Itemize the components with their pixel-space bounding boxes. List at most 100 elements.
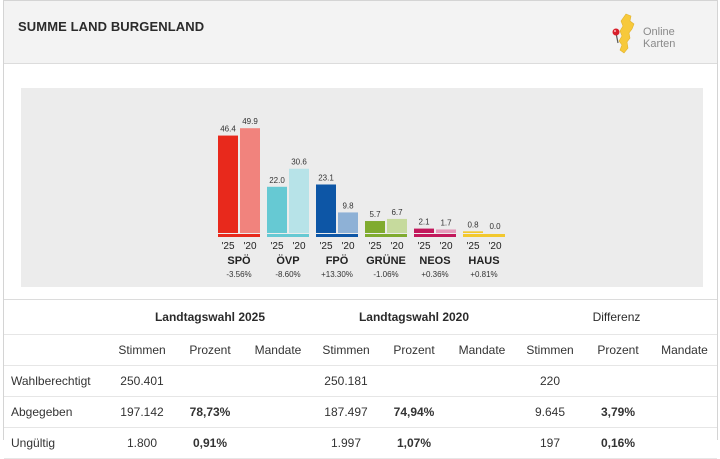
party-label: SPÖ [227,254,251,267]
table-cell: 0,91% [176,427,244,459]
year-label: '20 [243,241,256,252]
bar-2025[interactable] [414,228,434,233]
table-cell [380,365,448,397]
bar-value-label: 46.4 [220,125,236,134]
year-label: '25 [319,241,332,252]
bar-value-label: 1.7 [440,218,452,227]
table-cell [584,365,652,397]
table-cell: 1.997 [312,427,380,459]
col-header: Stimmen [312,334,380,366]
table-cell: 1.800 [108,427,176,459]
table-cell [652,365,717,397]
table-cell: 3,79% [584,396,652,428]
bar-value-label: 0.0 [489,222,501,231]
col-header: Stimmen [108,334,176,366]
table-cell [176,365,244,397]
table-cell: 220 [516,365,584,397]
table-cell: 9.645 [516,396,584,428]
col-header: Mandate [652,334,717,366]
bar-chart: 46.4 '25 49.9 '20 SPÖ -3.56% 22.0 '25 30.6 '20 ÖVP… [218,117,505,279]
party-label: FPÖ [326,254,349,267]
difference-label: -1.06% [373,270,398,279]
party-label: HAUS [468,255,499,267]
difference-label: -3.56% [226,270,251,279]
bar-value-label: 5.7 [369,210,381,219]
row-label: Ungültig [4,427,108,459]
online-karten-link[interactable]: Online Karten [610,13,700,57]
table-row: Ungültig 1.800 0,91% 1.997 1,07% 197 0,16% [4,427,717,459]
baseline-strip [365,234,407,237]
year-label: '20 [488,241,501,252]
bar-value-label: 9.8 [342,201,354,210]
bar-2020[interactable] [289,168,309,233]
panel-header: SUMME LAND BURGENLAND Online Karten [4,1,717,64]
year-label: '20 [292,241,305,252]
difference-label: +0.81% [470,270,497,279]
bar-2020[interactable] [240,128,260,233]
difference-label: -8.60% [275,270,300,279]
bar-value-label: 49.9 [242,117,258,126]
table-cell: 197.142 [108,396,176,428]
baseline-strip [414,234,456,237]
year-label: '20 [390,241,403,252]
logo-text: Online Karten [643,26,675,50]
difference-label: +0.36% [421,270,448,279]
difference-label: +13.30% [321,270,353,279]
logo-line-karten: Karten [643,38,676,50]
year-label: '25 [221,241,234,252]
table-cell: 197 [516,427,584,459]
bar-2025[interactable] [463,231,483,233]
group-header-2020: Landtagswahl 2020 [312,300,516,335]
table-row: Abgegeben 197.142 78,73% 187.497 74,94% 9.645… [4,396,717,428]
panel-title: SUMME LAND BURGENLAND [18,19,205,34]
group-header-2025: Landtagswahl 2025 [108,300,312,335]
col-header: Mandate [448,334,516,366]
bar-2025[interactable] [365,221,385,233]
logo-line-online: Online [643,26,675,38]
results-panel: SUMME LAND BURGENLAND Online Karten 46.4… [3,0,718,459]
table-cell [244,427,312,459]
table-cell: 74,94% [380,396,448,428]
burgenland-map-pin-icon [612,13,635,54]
table-row: Wahlberechtigt 250.401 250.181 220 [4,365,717,397]
empty-corner-cell [4,300,108,335]
results-table: Landtagswahl 2025 Landtagswahl 2020 Diff… [4,299,717,459]
baseline-strip [463,234,505,237]
table-cell [448,427,516,459]
column-header-row: Stimmen Prozent Mandate Stimmen Prozent … [4,334,717,366]
table-cell: 250.401 [108,365,176,397]
bar-2020[interactable] [338,212,358,233]
bar-value-label: 0.8 [467,220,479,229]
year-label: '25 [270,241,283,252]
party-label: NEOS [419,255,450,267]
table-cell [652,396,717,428]
col-header: Stimmen [516,334,584,366]
col-header: Prozent [380,334,448,366]
bar-value-label: 23.1 [318,173,334,182]
row-label: Wahlberechtigt [4,365,108,397]
col-header: Prozent [176,334,244,366]
baseline-strip [316,234,358,237]
table-cell [244,365,312,397]
bar-value-label: 22.0 [269,176,285,185]
table-cell: 1,07% [380,427,448,459]
table-cell [244,396,312,428]
year-label: '20 [439,241,452,252]
table-cell: 78,73% [176,396,244,428]
col-header: Prozent [584,334,652,366]
bar-value-label: 6.7 [391,208,403,217]
bar-2025[interactable] [218,135,238,233]
baseline-strip [218,234,260,237]
col-header: Mandate [244,334,312,366]
bar-2020[interactable] [436,229,456,233]
party-label: GRÜNE [366,254,406,267]
group-header-differenz: Differenz [516,300,717,335]
bar-2025[interactable] [316,184,336,233]
table-cell [448,365,516,397]
bar-2025[interactable] [267,186,287,233]
year-label: '25 [417,241,430,252]
empty-label-cell [4,334,108,366]
bar-2020[interactable] [387,218,407,233]
party-label: ÖVP [276,254,299,267]
table-cell [448,396,516,428]
